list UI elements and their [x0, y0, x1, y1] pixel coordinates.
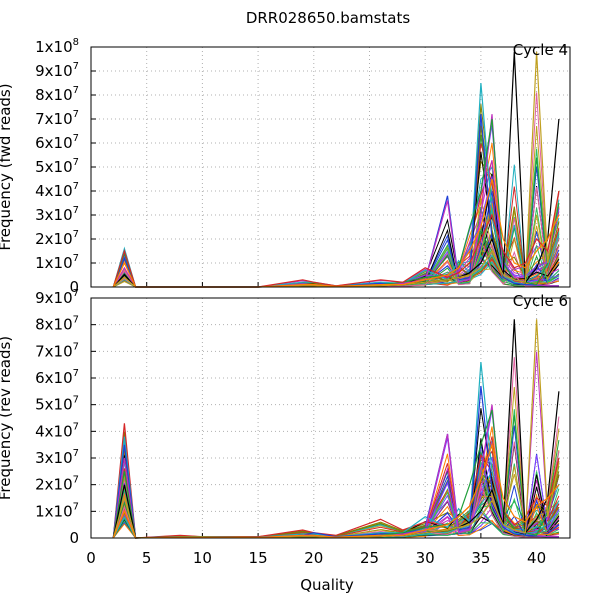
- bottom-cycle-annotation: Cycle 6: [513, 292, 568, 310]
- top-y-tick-exponent: 7: [73, 229, 79, 240]
- bottom-y-tick-exponent: 7: [73, 421, 79, 432]
- bottom-y-axis-label: Frequency (rev reads): [0, 336, 14, 500]
- bottom-y-tick-exponent: 7: [73, 501, 79, 512]
- bottom-y-tick-label: 0: [69, 529, 79, 547]
- bottom-y-tick-label: 3x107: [35, 448, 79, 467]
- top-y-tick-exponent: 7: [73, 85, 79, 96]
- top-y-axis-label: Frequency (fwd reads): [0, 83, 14, 250]
- bottom-y-tick-base: 6x10: [35, 369, 73, 387]
- x-axis-label: Quality: [300, 576, 354, 594]
- bottom-y-tick-label: 5x107: [35, 395, 79, 414]
- top-y-tick-label: 8x107: [35, 85, 79, 104]
- bottom-y-tick-exponent: 7: [73, 448, 79, 459]
- bottom-y-tick-exponent: 7: [73, 341, 79, 352]
- top-cycle-annotation: Cycle 4: [513, 41, 568, 59]
- top-y-tick-base: 6x10: [35, 134, 73, 152]
- top-y-tick-label: 9x107: [35, 61, 79, 80]
- bottom-y-tick-exponent: 7: [73, 315, 79, 326]
- top-y-tick-base: 9x10: [35, 62, 73, 80]
- bottom-y-tick-base: 2x10: [35, 476, 73, 494]
- top-panel: 01x1072x1073x1074x1075x1076x1077x1078x10…: [0, 37, 571, 296]
- chart-title: DRR028650.bamstats: [246, 9, 411, 27]
- top-y-tick-base: 5x10: [35, 158, 73, 176]
- top-plot-frame: [90, 46, 571, 288]
- bottom-plot-frame: [90, 297, 571, 539]
- x-tick-label: 10: [193, 549, 212, 567]
- x-tick-label: 25: [360, 549, 379, 567]
- bottom-y-tick-base: 1x10: [35, 502, 73, 520]
- bottom-y-tick-base: 0: [69, 529, 79, 547]
- top-y-tick-base: 7x10: [35, 110, 73, 128]
- x-tick-label: 5: [142, 549, 152, 567]
- top-y-tick-label: 2x107: [35, 229, 79, 248]
- bottom-cycle-series-line: [112, 415, 560, 539]
- top-y-tick-label: 7x107: [35, 109, 79, 128]
- bottom-series-line: [112, 442, 560, 539]
- bottom-y-tick-base: 3x10: [35, 449, 73, 467]
- bottom-series: [112, 319, 560, 539]
- x-tick-label: 35: [471, 549, 490, 567]
- top-y-tick-label: 3x107: [35, 205, 79, 224]
- top-y-tick-exponent: 7: [73, 205, 79, 216]
- bottom-y-tick-label: 1x107: [35, 501, 79, 520]
- top-y-tick-base: 1x10: [35, 254, 73, 272]
- top-y-tick-base: 2x10: [35, 230, 73, 248]
- x-tick-label: 40: [527, 549, 546, 567]
- top-y-tick-base: 4x10: [35, 182, 73, 200]
- bottom-y-tick-base: 4x10: [35, 422, 73, 440]
- top-y-tick-exponent: 7: [73, 61, 79, 72]
- top-y-tick-exponent: 7: [73, 181, 79, 192]
- top-y-tick-exponent: 7: [73, 133, 79, 144]
- top-y-ticks: 01x1072x1073x1074x1075x1076x1077x1078x10…: [35, 37, 79, 296]
- top-y-tick-label: 1x108: [35, 37, 79, 56]
- bottom-y-tick-label: 8x107: [35, 315, 79, 334]
- top-y-tick-label: 5x107: [35, 157, 79, 176]
- bottom-y-tick-base: 7x10: [35, 342, 73, 360]
- top-y-tick-exponent: 8: [73, 37, 79, 48]
- bottom-y-tick-label: 6x107: [35, 368, 79, 387]
- bottom-y-tick-base: 9x10: [35, 289, 73, 307]
- bottom-y-tick-label: 4x107: [35, 421, 79, 440]
- top-y-tick-base: 3x10: [35, 206, 73, 224]
- bottom-y-tick-exponent: 7: [73, 395, 79, 406]
- bottom-y-tick-label: 2x107: [35, 475, 79, 494]
- top-y-tick-exponent: 7: [73, 253, 79, 264]
- bottom-y-tick-base: 8x10: [35, 316, 73, 334]
- bottom-y-tick-exponent: 7: [73, 288, 79, 299]
- top-y-tick-exponent: 7: [73, 109, 79, 120]
- bottom-y-tick-exponent: 7: [73, 368, 79, 379]
- bottom-y-tick-base: 5x10: [35, 396, 73, 414]
- bottom-y-tick-exponent: 7: [73, 475, 79, 486]
- bottom-y-ticks: 01x1072x1073x1074x1075x1076x1077x1078x10…: [35, 288, 79, 547]
- bottom-y-tick-label: 9x107: [35, 288, 79, 307]
- bottom-panel: 01x1072x1073x1074x1075x1076x1077x1078x10…: [0, 288, 571, 547]
- x-axis-ticks: 0 5 10 15 20 25 30 35 40: [86, 549, 546, 567]
- top-y-tick-label: 4x107: [35, 181, 79, 200]
- top-y-tick-exponent: 7: [73, 157, 79, 168]
- bottom-y-tick-label: 7x107: [35, 341, 79, 360]
- top-series: [112, 51, 560, 288]
- top-y-tick-base: 8x10: [35, 86, 73, 104]
- top-y-tick-label: 6x107: [35, 133, 79, 152]
- x-tick-label: 30: [416, 549, 435, 567]
- x-tick-label: 15: [249, 549, 268, 567]
- x-tick-label: 20: [304, 549, 323, 567]
- x-tick-label: 0: [86, 549, 96, 567]
- top-y-tick-label: 0: [69, 278, 79, 296]
- top-y-tick-base: 1x10: [35, 38, 73, 56]
- top-y-tick-base: 0: [69, 278, 79, 296]
- top-y-tick-label: 1x107: [35, 253, 79, 272]
